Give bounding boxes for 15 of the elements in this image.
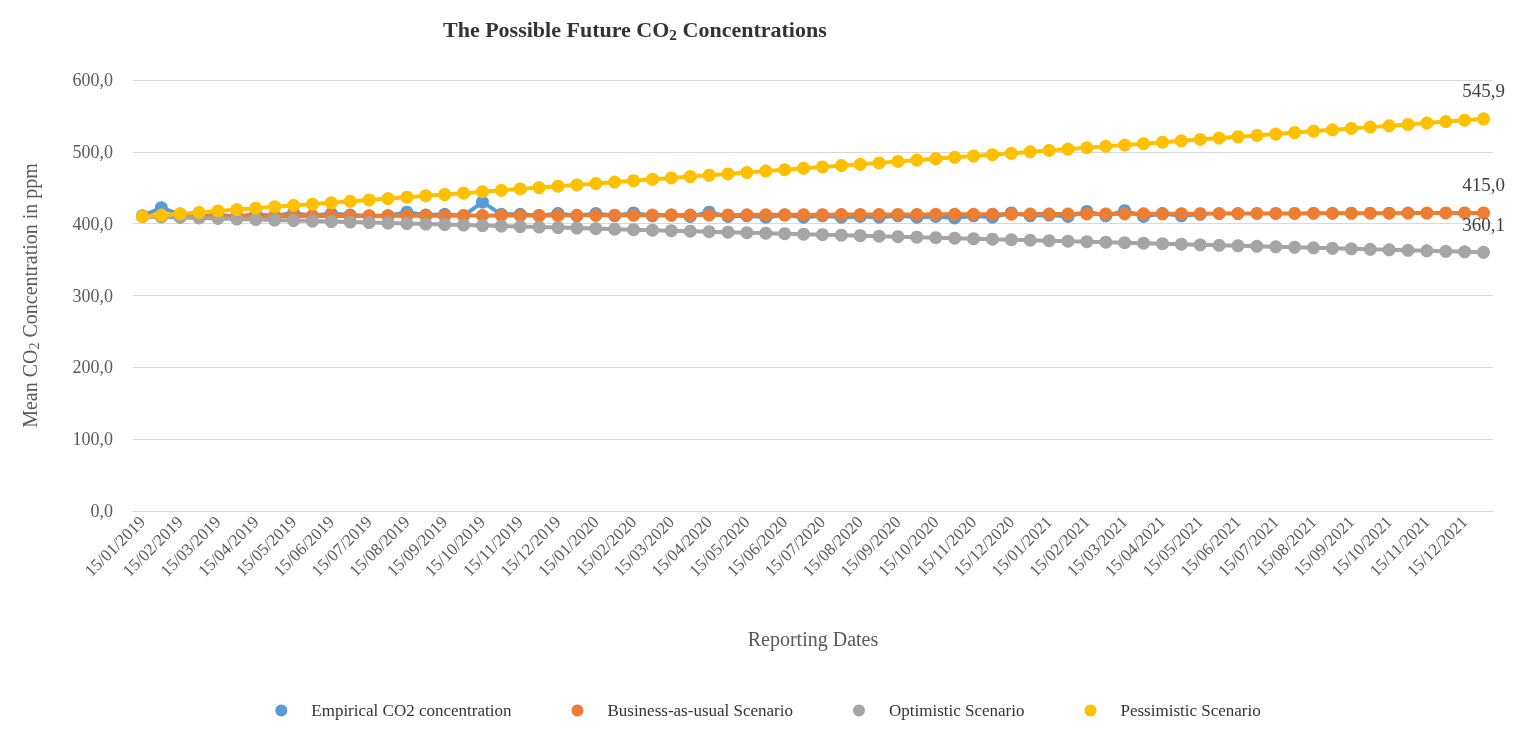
y-tick-label: 200,0 [72,357,113,378]
y-tick-label: 300,0 [72,285,113,306]
y-tick-label: 400,0 [72,213,113,234]
y-tick-label: 600,0 [72,70,113,90]
x-axis-title: Reporting Dates [747,628,879,651]
data-label: 415,0 [1462,174,1505,196]
y-tick-label: 100,0 [72,429,113,450]
legend-label: Optimistic Scenario [888,701,1025,720]
data-label: 360,1 [1462,213,1505,235]
legend-label: Business-as-usual Scenario [607,701,793,720]
legend-label: Pessimistic Scenario [1120,701,1261,720]
y-tick-label: 500,0 [72,141,113,162]
y-axis-title: Mean CO2 Concentration in ppm [18,162,42,428]
data-label: 545,9 [1462,80,1505,102]
legend-label: Empirical CO2 concentration [311,701,512,720]
